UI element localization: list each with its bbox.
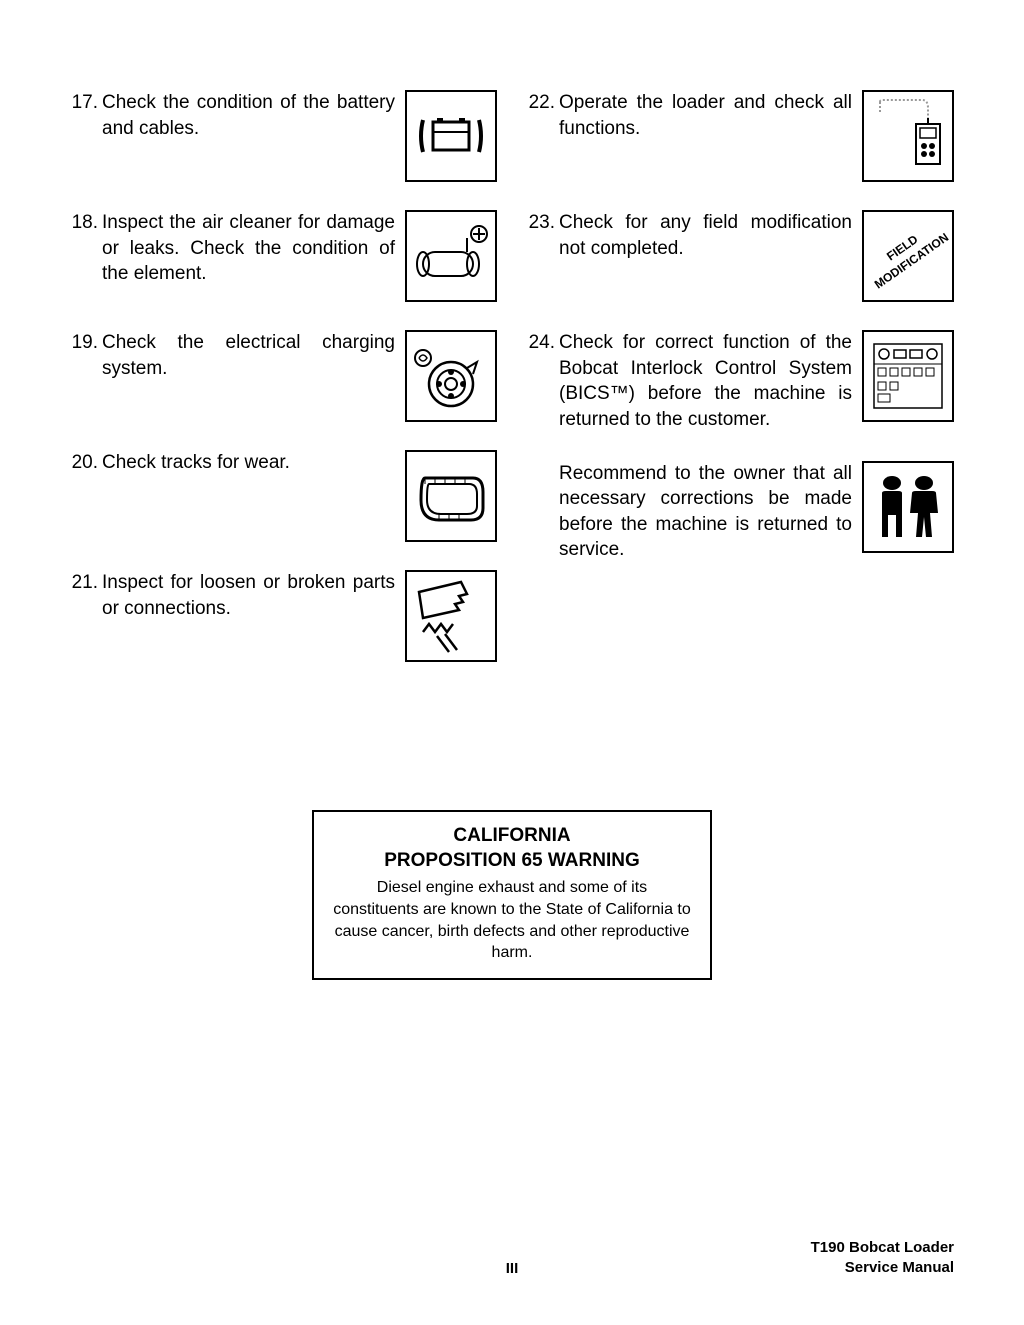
checklist-item: 24. Check for correct function of the Bo… — [527, 330, 954, 433]
item-text: 17. Check the condition of the battery a… — [70, 90, 405, 141]
item-icon-box — [405, 90, 497, 182]
item-number: 19. — [70, 330, 102, 356]
item-number: 22. — [527, 90, 559, 116]
page-number: III — [506, 1260, 519, 1277]
field-modification-icon: FIELD MODIFICATION — [866, 214, 950, 298]
content-columns: 17. Check the condition of the battery a… — [70, 90, 954, 690]
broken-parts-icon — [409, 574, 493, 658]
item-icon-box — [405, 450, 497, 542]
item-body: Check the condition of the battery and c… — [102, 90, 405, 141]
california-warning-box: CALIFORNIA PROPOSITION 65 WARNING Diesel… — [312, 810, 712, 980]
warning-body: Diesel engine exhaust and some of its co… — [332, 877, 692, 963]
item-icon-box: FIELD MODIFICATION — [862, 210, 954, 302]
alternator-icon — [409, 334, 493, 418]
warning-title: CALIFORNIA PROPOSITION 65 WARNING — [332, 824, 692, 873]
item-number: 18. — [70, 210, 102, 236]
item-body: Check for correct function of the Bobcat… — [559, 330, 862, 433]
item-number: 20. — [70, 450, 102, 476]
footer-line2: Service Manual — [845, 1259, 954, 1276]
item-body: Operate the loader and check all functio… — [559, 90, 862, 141]
item-icon-box — [862, 330, 954, 422]
battery-icon — [409, 94, 493, 178]
checklist-item: 23. Check for any field modification not… — [527, 210, 954, 302]
item-body: Check tracks for wear. — [102, 450, 405, 476]
item-number: 17. — [70, 90, 102, 116]
item-text: 22. Operate the loader and check all fun… — [527, 90, 862, 141]
item-icon-box — [405, 210, 497, 302]
checklist-item: 22. Operate the loader and check all fun… — [527, 90, 954, 182]
item-body: Inspect for loosen or broken parts or co… — [102, 570, 405, 621]
item-body: Recommend to the owner that all necessar… — [559, 461, 862, 564]
checklist-item: 20. Check tracks for wear. — [70, 450, 497, 542]
item-icon-box — [862, 461, 954, 553]
item-text: 00. Recommend to the owner that all nece… — [527, 461, 862, 564]
item-body: Check the electrical charging system. — [102, 330, 405, 381]
footer-manual-title: T190 Bobcat Loader Service Manual — [811, 1238, 954, 1277]
aircleaner-icon — [409, 214, 493, 298]
page-footer: III T190 Bobcat Loader Service Manual — [70, 1238, 954, 1277]
item-text: 21. Inspect for loosen or broken parts o… — [70, 570, 405, 621]
checklist-item: 17. Check the condition of the battery a… — [70, 90, 497, 182]
people-icon — [866, 465, 950, 549]
checklist-item: 19. Check the electrical charging system… — [70, 330, 497, 422]
item-text: 20. Check tracks for wear. — [70, 450, 405, 476]
item-icon-box — [405, 330, 497, 422]
item-text: 23. Check for any field modification not… — [527, 210, 862, 261]
checklist-item: 18. Inspect the air cleaner for damage o… — [70, 210, 497, 302]
item-body: Inspect the air cleaner for damage or le… — [102, 210, 405, 287]
item-body: Check for any field modification not com… — [559, 210, 862, 261]
bics-panel-icon — [866, 334, 950, 418]
item-text: 24. Check for correct function of the Bo… — [527, 330, 862, 433]
item-icon-box — [405, 570, 497, 662]
item-text: 19. Check the electrical charging system… — [70, 330, 405, 381]
footer-line1: T190 Bobcat Loader — [811, 1239, 954, 1256]
track-icon — [409, 454, 493, 538]
item-number: 23. — [527, 210, 559, 236]
item-icon-box — [862, 90, 954, 182]
item-number: 24. — [527, 330, 559, 356]
controller-icon — [866, 94, 950, 178]
item-number: 21. — [70, 570, 102, 596]
checklist-item: 21. Inspect for loosen or broken parts o… — [70, 570, 497, 662]
item-text: 18. Inspect the air cleaner for damage o… — [70, 210, 405, 287]
warning-title-line1: CALIFORNIA — [453, 825, 570, 846]
left-column: 17. Check the condition of the battery a… — [70, 90, 497, 690]
warning-title-line2: PROPOSITION 65 WARNING — [384, 850, 639, 871]
right-column: 22. Operate the loader and check all fun… — [527, 90, 954, 690]
checklist-item: 00. Recommend to the owner that all nece… — [527, 461, 954, 564]
